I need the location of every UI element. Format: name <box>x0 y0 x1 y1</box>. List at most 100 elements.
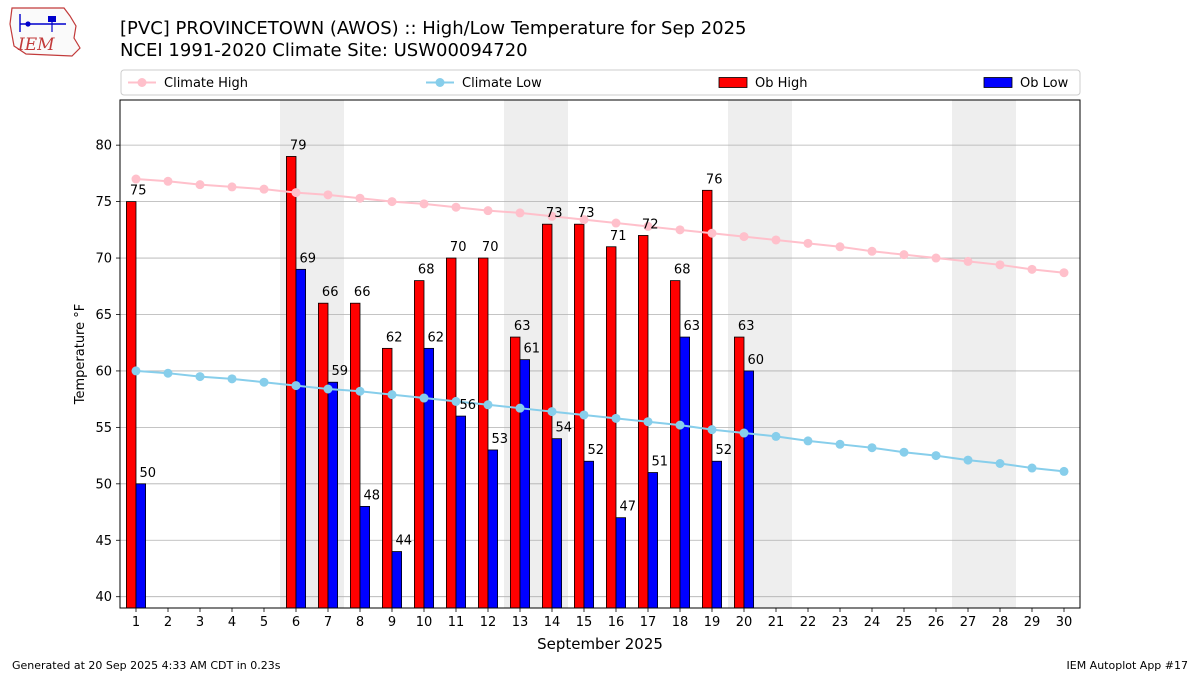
y-tick-label: 70 <box>95 252 112 267</box>
ob-low-label: 59 <box>332 364 349 379</box>
climate-high-point <box>1059 268 1069 278</box>
x-tick-label: 23 <box>832 615 849 630</box>
x-tick-label: 11 <box>448 615 465 630</box>
ob-low-bar <box>487 449 499 609</box>
x-tick-label: 30 <box>1056 615 1073 630</box>
x-axis-label: September 2025 <box>537 635 663 653</box>
ob-low-label: 63 <box>684 319 701 334</box>
ob-high-bar <box>413 280 425 609</box>
climate-low-point <box>995 459 1005 469</box>
climate-low-point <box>803 436 813 446</box>
y-tick-label: 45 <box>95 534 112 549</box>
ob-high-label: 71 <box>610 229 627 244</box>
ob-high-label: 66 <box>354 285 371 300</box>
climate-high-point <box>1027 264 1037 274</box>
x-tick-label: 20 <box>736 615 753 630</box>
ob-high-bar <box>381 347 393 609</box>
climate-high-point <box>707 228 717 238</box>
climate-low-point <box>1027 463 1037 473</box>
ob-high-label: 68 <box>418 263 435 278</box>
climate-high-point <box>483 206 493 216</box>
climate-low-point <box>291 381 301 391</box>
ob-low-label: 51 <box>652 455 669 470</box>
chart-subtitle: NCEI 1991-2020 Climate Site: USW00094720 <box>120 40 528 61</box>
x-tick-label: 29 <box>1024 615 1041 630</box>
plot-frame <box>119 99 1081 609</box>
climate-low-point <box>131 366 141 376</box>
logo-text: IEM <box>17 35 55 55</box>
climate-low-point <box>227 374 237 384</box>
climate-low-point <box>867 443 877 453</box>
legend-climate-low: Climate Low <box>426 76 542 91</box>
ob-high-bar <box>702 189 713 609</box>
climate-low-point <box>579 410 589 420</box>
ob-high-label: 79 <box>290 138 307 153</box>
ob-high-bar <box>606 246 617 609</box>
ob-low-label: 44 <box>396 534 413 549</box>
x-tick-label: 27 <box>960 615 977 630</box>
ob-high-label: 63 <box>738 319 755 334</box>
ob-low-bar <box>615 517 627 609</box>
climate-high-point <box>899 250 909 260</box>
generated-footer: Generated at 20 Sep 2025 4:33 AM CDT in … <box>12 659 281 672</box>
climate-high-point <box>835 242 845 252</box>
ob-low-label: 47 <box>620 500 637 515</box>
x-tick-label: 6 <box>292 615 300 630</box>
weekend-shade <box>952 100 984 608</box>
climate-low-point <box>1059 466 1069 476</box>
ob-high-label: 70 <box>450 240 467 255</box>
y-tick-label: 60 <box>95 364 112 379</box>
climate-low-point <box>611 413 621 423</box>
climate-high-point <box>963 256 973 266</box>
legend-box <box>120 69 1081 96</box>
x-tick-label: 28 <box>992 615 1009 630</box>
climate-low-point <box>259 377 269 387</box>
climate-high-point <box>931 253 941 263</box>
climate-low-point <box>419 393 429 403</box>
x-tick-label: 5 <box>260 615 268 630</box>
climate-low-point <box>515 403 525 413</box>
ob-low-label: 62 <box>428 330 445 345</box>
weekend-shade <box>984 100 1016 608</box>
climate-high-point <box>867 246 877 256</box>
ob-low-bar <box>551 438 563 609</box>
ob-low-bar <box>519 359 531 609</box>
climate-high-point <box>771 235 781 245</box>
climate-high-point <box>547 211 557 221</box>
ob-low-label: 48 <box>364 488 381 503</box>
ob-high-label: 62 <box>386 330 403 345</box>
ob-low-bar <box>711 460 723 609</box>
iem-logo: IEM <box>9 7 81 57</box>
ob-low-bar <box>135 483 147 609</box>
chart-title: [PVC] PROVINCETOWN (AWOS) :: High/Low Te… <box>120 18 747 39</box>
ob-high-bar <box>734 336 745 609</box>
ob-high-bar <box>477 257 489 609</box>
x-tick-label: 18 <box>672 615 689 630</box>
ob-low-bar <box>455 415 467 609</box>
climate-high-point <box>675 225 685 235</box>
ob-low-label: 52 <box>588 443 605 458</box>
y-tick-label: 75 <box>95 195 112 210</box>
y-tick-label: 40 <box>95 590 112 605</box>
climate-high-point <box>515 208 525 218</box>
climate-low-point <box>739 428 749 438</box>
weather-station-icon <box>19 14 66 32</box>
ob-low-label: 61 <box>524 342 541 357</box>
ob-low-bar <box>647 472 659 609</box>
x-tick-label: 21 <box>768 615 785 630</box>
climate-high-point <box>419 199 429 209</box>
legend-ob-high: Ob High <box>718 76 808 91</box>
legend-ob-low: Ob Low <box>983 76 1069 91</box>
ob-high-bar <box>509 336 521 609</box>
climate-low-point <box>355 386 365 396</box>
x-tick-label: 4 <box>228 615 236 630</box>
climate-low-point <box>835 439 845 449</box>
climate-low-point <box>771 431 781 441</box>
climate-low-line <box>135 369 1065 473</box>
legend-point-marker <box>137 78 147 87</box>
legend-label: Climate Low <box>462 76 542 91</box>
climate-high-point <box>259 184 269 194</box>
ob-high-bar <box>542 223 553 609</box>
climate-low-point <box>643 417 653 427</box>
